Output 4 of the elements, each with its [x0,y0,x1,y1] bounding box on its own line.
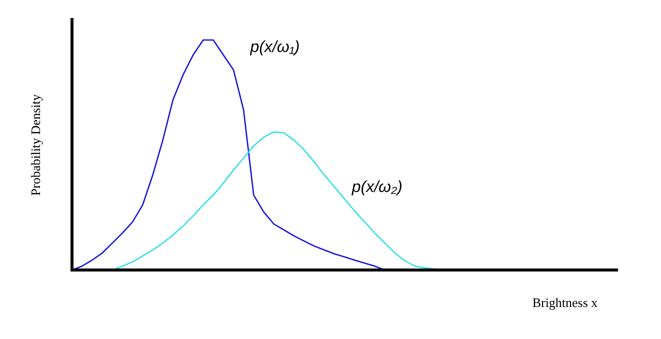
y-axis-title: Probability Density [28,94,43,196]
series-label: p(x/ω₁) [249,39,300,56]
x-axis-title: Brightness x [532,295,598,310]
series-label: p(x/ω₂) [350,179,402,196]
